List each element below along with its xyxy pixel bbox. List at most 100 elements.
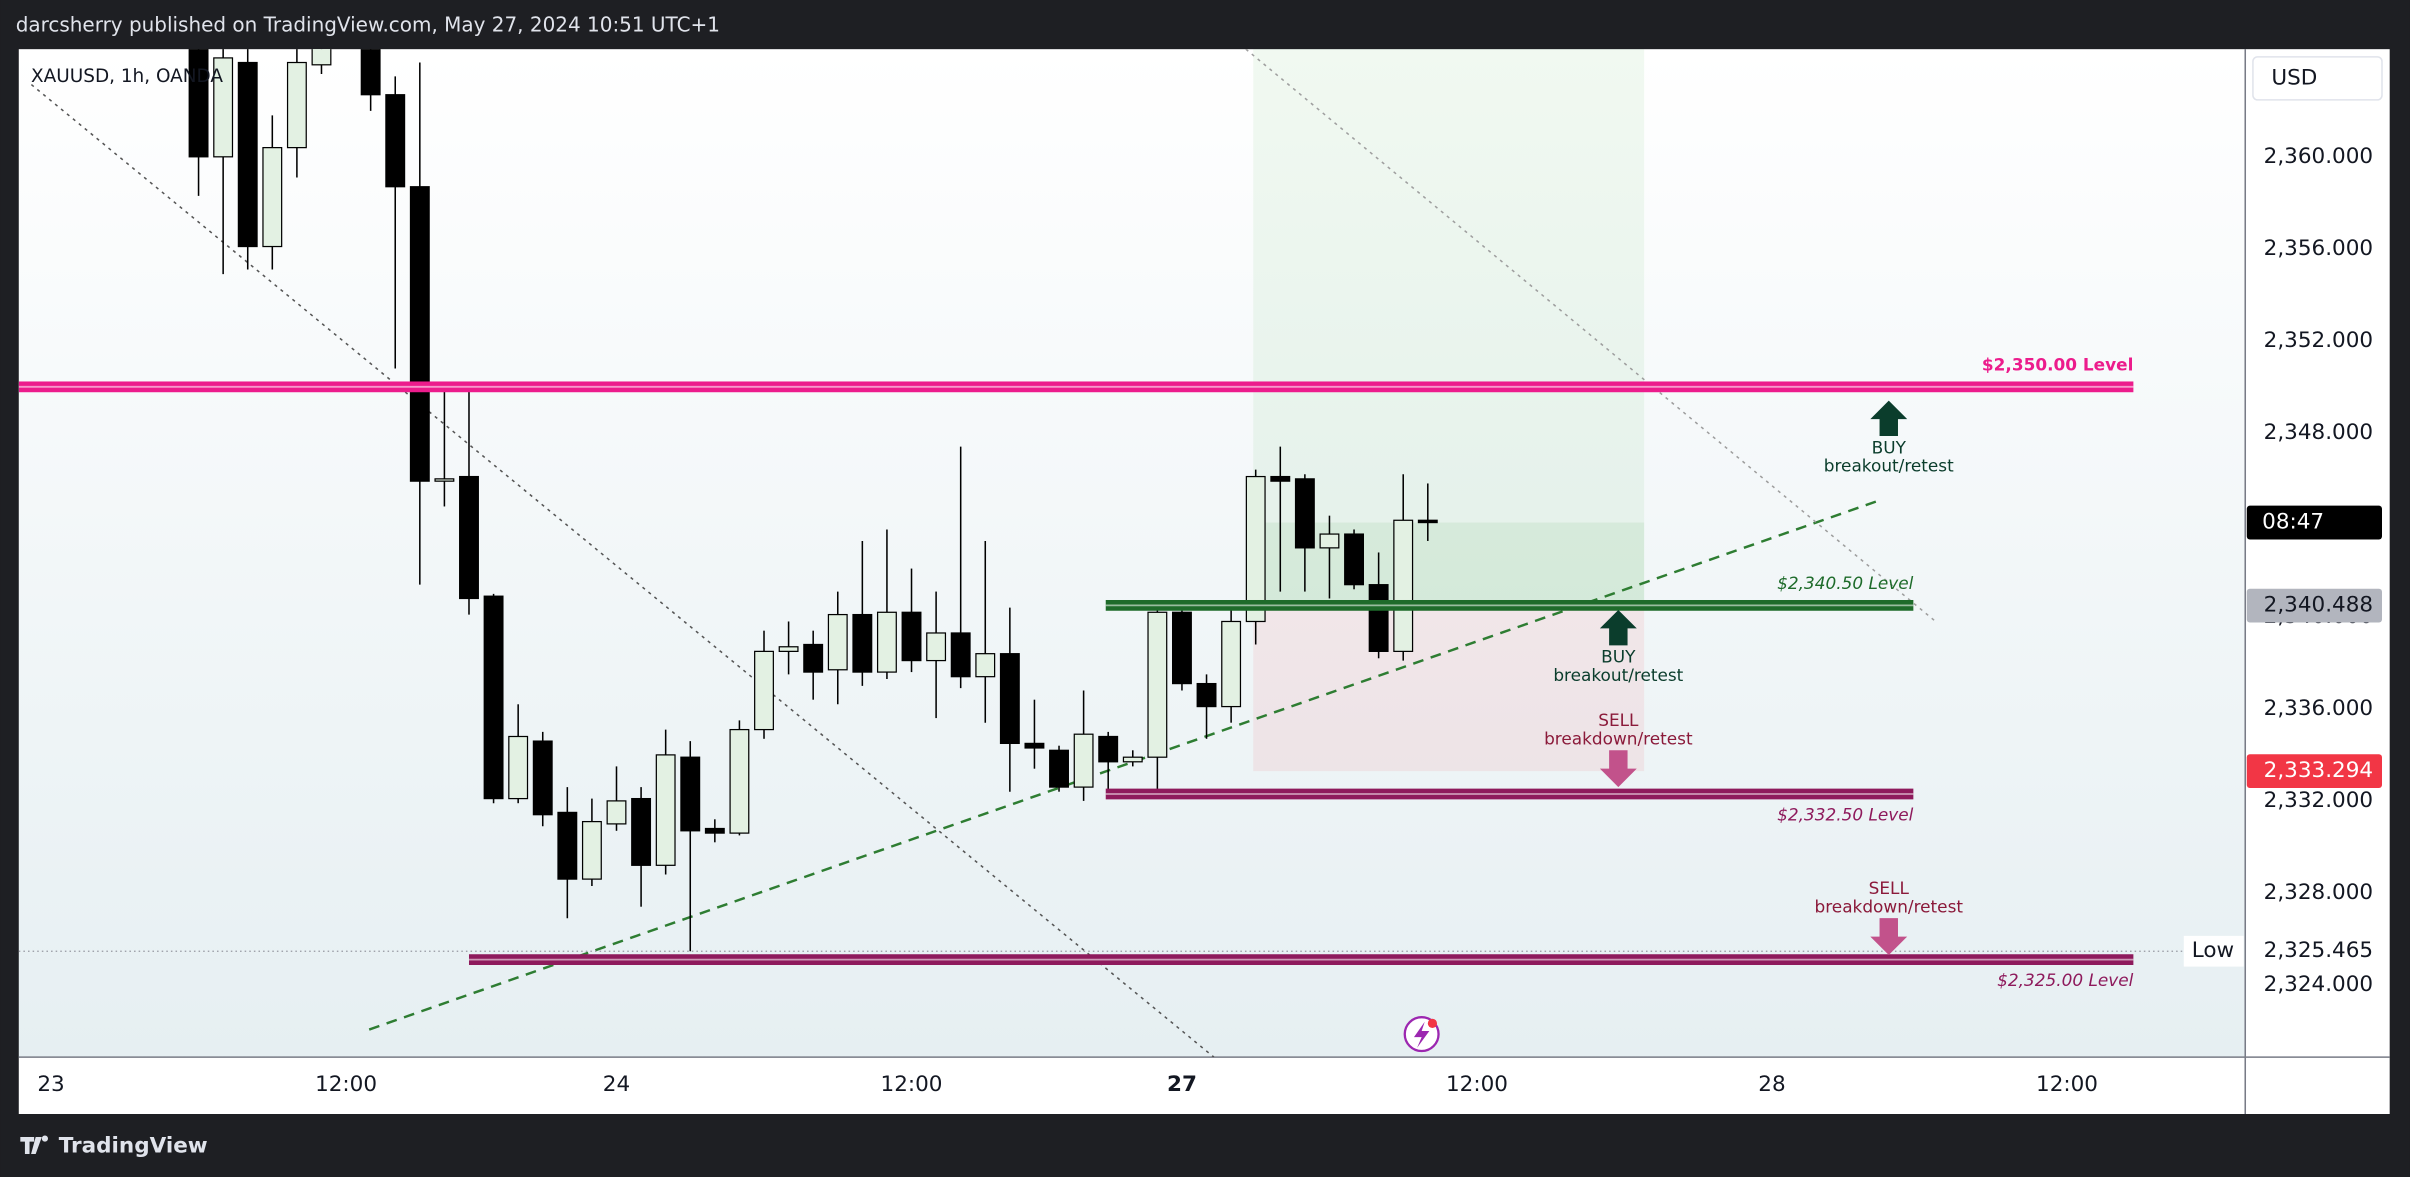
candle-body	[508, 735, 529, 800]
candle-body	[581, 820, 602, 880]
open-profit	[1253, 522, 1645, 606]
candle-body	[286, 61, 307, 149]
y-tick-label: 2,324.000	[2264, 972, 2373, 997]
currency-box[interactable]	[2252, 56, 2383, 101]
price-label: 2,325.465	[2264, 938, 2373, 963]
event-icon-bolt	[1413, 1021, 1430, 1048]
x-tick-label: 12:00	[2036, 1072, 2098, 1097]
y-tick-label: 2,328.000	[2264, 880, 2373, 905]
candle-body	[1073, 733, 1094, 788]
candle-body	[1319, 533, 1340, 549]
annotation-sublabel: breakout/retest	[1553, 665, 1683, 685]
candle-body	[434, 478, 455, 482]
candle-body	[1171, 611, 1192, 685]
candle-body	[1344, 533, 1365, 586]
candle-body	[483, 595, 504, 800]
candle-body	[606, 800, 627, 825]
x-tick-label: 12:00	[1446, 1072, 1508, 1097]
profit-zone	[1253, 49, 1645, 606]
candle-body	[1245, 475, 1266, 623]
candle-body	[360, 49, 381, 96]
arrow	[1870, 400, 1908, 436]
publish-info: darcsherry published on TradingView.com,…	[16, 13, 720, 37]
annotation-sublabel: breakdown/retest	[1815, 896, 1964, 916]
candle-body	[1393, 519, 1414, 652]
y-tick-label: 2,360.000	[2264, 144, 2373, 169]
candle-body	[803, 643, 824, 673]
y-tick-label: 2,336.000	[2264, 696, 2373, 721]
candle-body	[926, 632, 947, 662]
candle-body	[532, 740, 553, 816]
candle-body	[1417, 519, 1438, 524]
arrow	[1599, 750, 1637, 788]
candle-body	[1049, 749, 1069, 788]
candle-body	[754, 650, 774, 731]
x-tick-label: 23	[37, 1072, 64, 1097]
y-tick-label: 2,332.000	[2264, 788, 2373, 813]
price-label: 2,333.294	[2264, 758, 2373, 783]
candle-body	[1122, 756, 1143, 763]
candle-body	[729, 728, 750, 834]
candle-body	[680, 756, 701, 832]
brand: TradingView	[59, 1133, 208, 1158]
currency: USD	[2271, 65, 2317, 90]
candle-body	[385, 94, 406, 188]
annotation-label: SELL	[1598, 710, 1639, 730]
candle-body	[409, 186, 430, 482]
time-axis	[18, 1057, 2246, 1115]
trendline	[1245, 49, 1938, 623]
candle-body	[1221, 620, 1242, 708]
price-label-box	[2246, 588, 2382, 623]
annotation-label: SELL	[1869, 878, 1910, 898]
brand-logo	[20, 1135, 48, 1154]
level-label: $2,350.00 Level	[1982, 354, 2133, 374]
x-tick-label: 28	[1758, 1072, 1785, 1097]
candle-body	[1368, 584, 1389, 652]
candle-body	[188, 49, 209, 158]
plot-layer	[18, 49, 2246, 1058]
level-label: $2,332.50 Level	[1777, 805, 1914, 825]
symbol-info: XAUUSD, 1h, OANDA	[31, 66, 223, 87]
x-tick-label: 12:00	[315, 1072, 377, 1097]
arrow	[1870, 918, 1908, 956]
x-tick-label: 24	[603, 1072, 630, 1097]
level-label: $2,340.50 Level	[1777, 573, 1914, 593]
candle-body	[459, 475, 479, 600]
loss-zone	[1253, 605, 1645, 772]
y-tick-label: 2,348.000	[2264, 420, 2373, 445]
x-tick-label: 27	[1167, 1072, 1197, 1097]
candle-body	[778, 646, 799, 652]
candle-body	[901, 611, 922, 662]
candle-body	[311, 49, 332, 66]
price-label: 08:47	[2262, 510, 2324, 535]
y-tick-label: 2,352.000	[2264, 328, 2373, 353]
candle-body	[950, 632, 971, 678]
price-tag: Low	[2192, 938, 2234, 963]
trendline	[368, 499, 1879, 1031]
y-tick-label: 2,356.000	[2264, 236, 2373, 261]
price-label: 2,340.488	[2264, 593, 2373, 618]
candle-body	[655, 754, 676, 866]
candle-body	[852, 613, 873, 673]
candle-body	[557, 811, 578, 880]
level-label: $2,325.00 Level	[1997, 970, 2134, 990]
candle-body	[827, 613, 848, 671]
candle-body	[1098, 735, 1119, 763]
event-icon-dot	[1427, 1018, 1438, 1028]
candle-body	[631, 797, 652, 866]
annotation-label: BUY	[1601, 647, 1636, 667]
candle-body	[704, 827, 725, 834]
candle-body	[237, 61, 258, 248]
candle-body	[975, 653, 996, 678]
plot-area	[18, 49, 2246, 1058]
price-tag-box	[2183, 935, 2244, 967]
arrow	[1599, 609, 1637, 646]
candle-body	[262, 147, 283, 248]
price-label-box	[2246, 505, 2382, 540]
annotation-sublabel: breakout/retest	[1824, 456, 1954, 476]
candle-body	[1024, 742, 1045, 749]
candle-body	[1270, 475, 1291, 482]
x-tick-label: 12:00	[881, 1072, 943, 1097]
